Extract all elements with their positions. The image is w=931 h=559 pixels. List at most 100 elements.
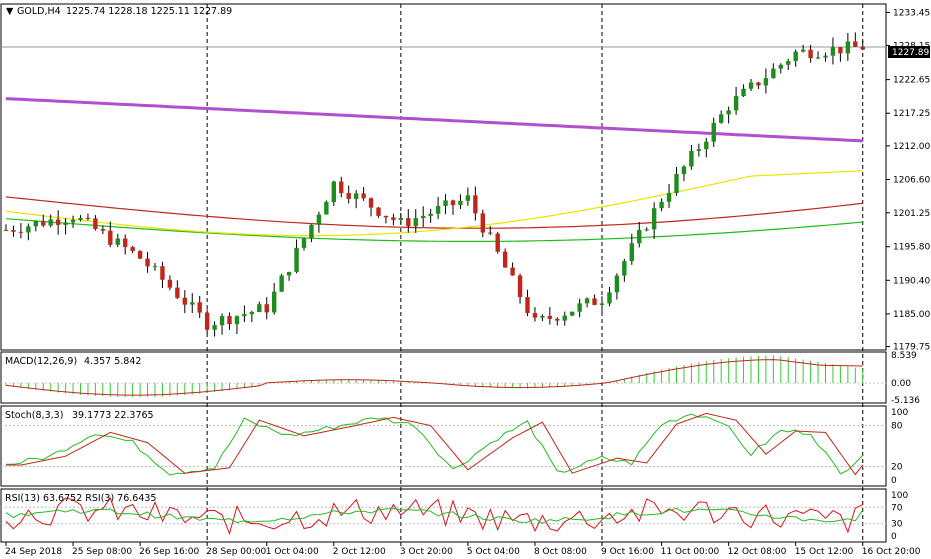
candle-body [130,247,135,252]
rsi13-line [5,507,864,524]
candle-body [696,149,702,151]
candle-body [70,219,76,223]
y-tick-label: 1233.45 [893,8,930,18]
candle-body [756,82,761,86]
candle-body [100,229,106,231]
y-tick-label: 1217.25 [893,109,930,119]
x-tick-label: 9 Oct 16:00 [601,547,654,557]
candle-body [800,49,806,52]
x-tick-label: 11 Oct 00:00 [661,547,720,557]
candle-body [502,251,508,268]
candle-body [845,41,851,54]
ma-purple-line [5,97,863,143]
candle-body [48,219,53,226]
candle-body [763,78,769,86]
candle-body [629,243,634,262]
candle-body [376,207,381,216]
candle-body [614,275,620,293]
symbol-dropdown-icon[interactable]: ▼ [6,6,14,17]
candle-body [711,122,716,142]
candle-body [361,193,366,199]
candle-body [778,64,783,69]
candle-body [704,141,709,150]
candles [3,32,865,337]
candle-body [525,297,530,314]
candle-body [383,215,389,218]
candle-body [815,57,821,59]
x-tick-label: 15 Oct 12:00 [795,547,854,557]
rsi-series [1,496,886,536]
y-tick-label: 1185.00 [893,310,930,320]
y-tick-label: 1201.25 [893,209,930,219]
x-tick-label: 3 Oct 20:00 [400,547,453,557]
candle-body [443,200,448,206]
candle-body [286,271,292,276]
candle-body [733,96,739,111]
candle-body [592,298,597,305]
candle-body [279,275,284,292]
candle-body [421,215,426,219]
candle-body [562,315,567,321]
rsi-y-label: 100 [891,491,908,501]
candle-body [264,304,269,313]
rsi-y-label: 0 [891,532,897,542]
candle-body [830,47,836,56]
candle-body [726,110,731,115]
candle-body [234,316,240,325]
stoch-y-label: 20 [891,462,903,472]
moving-averages [5,97,863,242]
candle-body [368,198,374,208]
candle-body [577,303,582,312]
candle-body [651,208,657,230]
candle-body [108,230,113,245]
macd-values: 4.357 5.842 [84,356,141,367]
candle-body [85,217,91,219]
candle-body [93,218,98,230]
macd-pane-frame [0,351,887,404]
x-tick-label: 25 Sep 08:00 [72,547,132,557]
candle-body [197,302,202,313]
axis-labels: 1233.451228.151222.651217.251212.001206.… [5,8,930,557]
candle-body [353,193,359,199]
candle-body [458,200,463,206]
candle-body [272,291,277,313]
candle-body [838,47,843,54]
candle-body [719,114,724,123]
candle-body [301,238,307,248]
candle-body [480,213,485,233]
candle-body [495,233,500,252]
candle-body [339,181,344,194]
ma-red-line [5,196,863,229]
stoch-title: Stoch(8,3,3) [5,410,63,421]
y-tick-label: 1212.00 [893,142,930,152]
candle-body [137,251,143,259]
rsi-title: RSI(13) 63.6752 RSI(3) 76.6435 [5,493,156,504]
stoch-values: 39.1773 22.3765 [72,410,154,421]
candle-body [324,202,329,215]
candle-body [450,200,456,206]
candle-body [18,231,24,233]
candle-body [808,49,813,59]
macd-title: MACD(12,26,9) [5,356,77,367]
candle-body [182,297,187,305]
candle-body [249,311,255,315]
candle-body [41,221,46,226]
candle-body [160,266,165,280]
candle-body [853,41,858,47]
y-tick-label: 1190.40 [893,276,930,286]
candle-body [190,302,195,305]
candle-body [823,55,828,58]
current-price-tag [888,46,930,58]
stochastic-series [1,412,886,476]
main-pane-frame [0,3,887,351]
candle-body [175,287,180,298]
current-price-label: 1227.89 [892,48,929,58]
y-tick-label: 1179.75 [893,343,930,353]
candle-body [473,195,478,214]
symbol-timeframe: GOLD,H4 [17,6,61,17]
candle-body [622,261,627,276]
candle-body [689,150,694,167]
candle-body [145,258,150,267]
candle-body [748,82,754,89]
